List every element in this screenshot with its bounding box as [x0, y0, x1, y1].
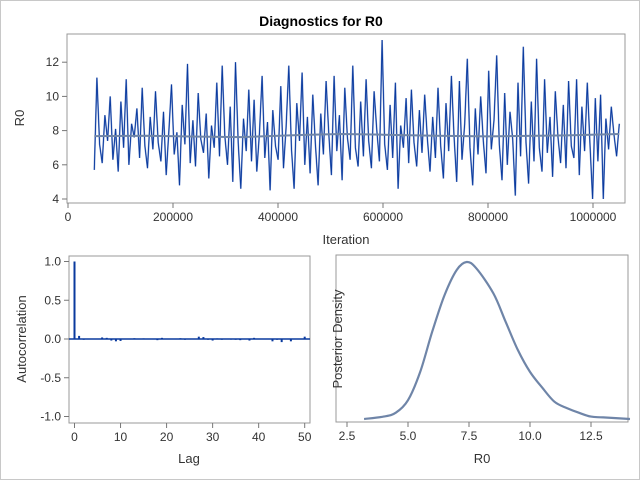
density-xtick-label: 5.0 — [400, 429, 417, 443]
acf-bar — [105, 337, 108, 339]
acf-bar — [257, 339, 260, 340]
acf-bar — [170, 339, 173, 340]
acf-bar — [248, 339, 251, 341]
acf-bar — [91, 339, 94, 340]
acf-bar — [216, 338, 219, 339]
acf-ytick-label: 1.0 — [44, 255, 61, 269]
acf-xtick-label: 10 — [114, 430, 128, 444]
autocorrelation-plot: 0 10 20 30 40 50 1.0 0.5 0.0 -0.5 -1.0 — [40, 255, 311, 445]
trace-frame — [66, 33, 626, 204]
acf-bar — [174, 338, 177, 340]
trace-ytick-label: 10 — [46, 89, 60, 103]
acf-bar — [276, 339, 279, 340]
acf-bar — [142, 338, 145, 339]
acf-xlabel: Lag — [178, 451, 200, 466]
acf-bar — [78, 335, 81, 339]
acf-bar — [299, 339, 302, 340]
density-xtick-label: 7.5 — [461, 429, 478, 443]
acf-bar — [110, 339, 113, 341]
acf-bar — [179, 338, 182, 339]
acf-bar — [234, 339, 237, 340]
acf-bar — [128, 338, 131, 340]
acf-bar — [202, 337, 205, 339]
acf-ytick-label: -1.0 — [40, 410, 61, 424]
trace-xlabel: Iteration — [323, 232, 370, 247]
acf-bar — [294, 339, 297, 340]
chart-title: Diagnostics for R0 — [259, 13, 383, 29]
trace-xtick-label: 600000 — [363, 210, 403, 224]
trace-ytick-label: 8 — [52, 124, 59, 138]
density-frame — [335, 254, 629, 423]
acf-ytick-label: 0.0 — [44, 332, 61, 346]
acf-xtick-label: 40 — [252, 430, 266, 444]
acf-bar — [262, 339, 265, 340]
acf-bar — [225, 339, 228, 340]
acf-bar — [188, 338, 191, 340]
acf-bar — [285, 339, 288, 340]
acf-bar — [114, 339, 117, 342]
trace-mean-line — [94, 132, 620, 139]
trace-xtick-label: 400000 — [258, 210, 298, 224]
acf-xtick-label: 30 — [206, 430, 220, 444]
acf-bar — [137, 339, 140, 340]
acf-bar — [87, 338, 90, 340]
density-ylabel: Posterior Density — [330, 289, 345, 388]
acf-xtick-label: 50 — [298, 430, 312, 444]
acf-bar — [211, 339, 214, 341]
trace-ytick-label: 12 — [46, 55, 60, 69]
acf-bar — [289, 339, 292, 342]
acf-bar — [197, 336, 200, 339]
acf-xtick-label: 20 — [160, 430, 174, 444]
trace-ylabel: R0 — [12, 110, 27, 127]
trace-line — [93, 39, 620, 200]
acf-bar — [156, 339, 159, 341]
acf-bar — [303, 336, 306, 339]
acf-bar — [280, 339, 283, 343]
acf-bar — [96, 339, 99, 340]
density-xlabel: R0 — [474, 451, 491, 466]
trace-xtick-label: 1000000 — [570, 210, 617, 224]
acf-bar — [160, 337, 163, 339]
acf-ytick-label: -0.5 — [40, 371, 61, 385]
trace-plot: 0 200000 400000 600000 800000 1000000 4 6 8 10 12 — [46, 33, 626, 224]
density-xtick-label: 12.5 — [579, 429, 603, 443]
acf-bar — [82, 339, 85, 340]
acf-bar — [193, 338, 196, 340]
acf-bar — [183, 339, 186, 340]
acf-ylabel: Autocorrelation — [14, 295, 29, 382]
acf-bar — [207, 339, 210, 340]
acf-bar — [147, 339, 150, 340]
acf-xtick-label: 0 — [71, 430, 78, 444]
acf-ytick-label: 0.5 — [44, 293, 61, 307]
acf-bar — [266, 339, 269, 340]
acf-bar — [271, 339, 274, 342]
acf-bar — [133, 338, 136, 339]
acf-bar — [73, 261, 76, 339]
trace-xtick-label: 0 — [65, 210, 72, 224]
trace-xtick-label: 200000 — [153, 210, 193, 224]
density-curve — [363, 260, 631, 421]
acf-bar — [253, 337, 256, 339]
acf-bar — [151, 338, 154, 340]
acf-bar — [239, 339, 242, 341]
density-xtick-label: 10.0 — [518, 429, 542, 443]
density-plot: 2.5 5.0 7.5 10.0 12.5 — [335, 254, 631, 443]
acf-bar — [230, 339, 233, 340]
trace-ytick-label: 4 — [52, 192, 59, 206]
density-xtick-label: 2.5 — [339, 429, 356, 443]
trace-xtick-label: 800000 — [468, 210, 508, 224]
trace-ytick-label: 6 — [52, 158, 59, 172]
acf-bar — [165, 339, 168, 340]
acf-bar — [124, 339, 127, 340]
acf-bar — [243, 339, 246, 340]
acf-bar — [119, 339, 122, 341]
acf-bar — [220, 339, 223, 340]
acf-bar — [101, 337, 104, 339]
